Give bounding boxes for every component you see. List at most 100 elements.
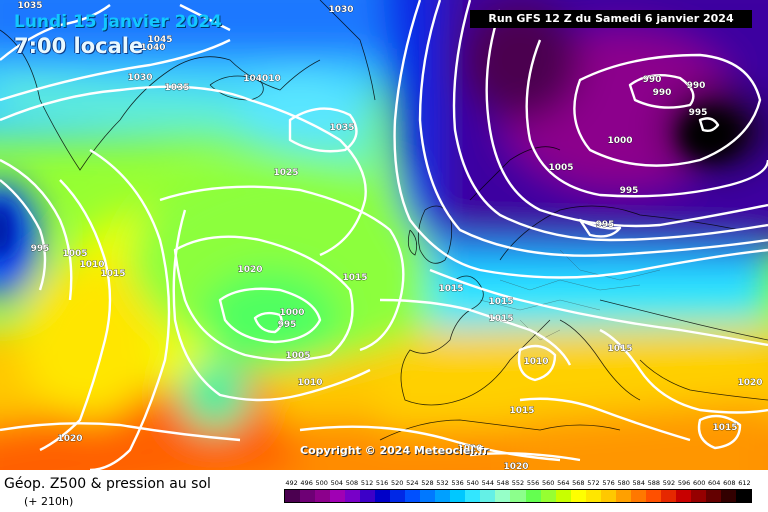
isobar-label: 1035 xyxy=(17,1,42,11)
scale-label: 524 xyxy=(406,479,419,487)
scale-swatch xyxy=(405,490,421,502)
scale-label: 552 xyxy=(511,479,525,487)
footer-title: Géop. Z500 & pression au sol xyxy=(4,476,211,492)
scale-label: 520 xyxy=(391,479,404,487)
scale-label: 500 xyxy=(315,479,328,487)
isobar-label: 995 xyxy=(31,244,50,254)
scale-swatch xyxy=(525,490,541,502)
scale-label: 528 xyxy=(421,479,434,487)
color-scale-bar xyxy=(284,489,752,503)
scale-label: 508 xyxy=(345,479,359,487)
scale-label: 568 xyxy=(572,479,585,487)
scale-label: 532 xyxy=(436,479,449,487)
geopotential-map-svg: 1030104510401030103510401010351025100510… xyxy=(0,0,768,470)
scale-label: 604 xyxy=(708,479,721,487)
scale-label: 512 xyxy=(360,479,374,487)
map-footer: Géop. Z500 & pression au sol (+ 210h) 49… xyxy=(0,470,768,512)
scale-swatch xyxy=(360,490,376,502)
isobar-label: 1020 xyxy=(237,265,262,275)
isobar-label: 1015 xyxy=(607,344,632,354)
isobar-label: 1015 xyxy=(488,314,513,324)
isobar-label: 990 xyxy=(653,88,672,98)
isobar-label: 990 xyxy=(643,75,662,85)
scale-swatch xyxy=(660,490,676,502)
copyright-text: Copyright © 2024 Meteociel.fr xyxy=(300,444,489,457)
isobar-label: 1005 xyxy=(285,351,310,361)
isobar-label: 1030 xyxy=(328,5,353,15)
scale-label: 600 xyxy=(692,479,706,487)
scale-swatch xyxy=(330,490,346,502)
isobar-label: 1030 xyxy=(127,73,152,83)
isobar-label: 1015 xyxy=(342,273,367,283)
scale-label: 492 xyxy=(285,479,298,487)
scale-swatch xyxy=(375,490,391,502)
scale-label: 560 xyxy=(541,479,555,487)
footer-subtitle: (+ 210h) xyxy=(24,495,74,508)
isobar-label: 995 xyxy=(596,220,615,230)
scale-swatch xyxy=(315,490,331,502)
isobar-label: 1015 xyxy=(509,406,534,416)
scale-swatch xyxy=(705,490,721,502)
isobar-label: 1005 xyxy=(62,249,87,259)
forecast-time: 7:00 locale xyxy=(14,34,144,58)
isobar-label: 1020 xyxy=(737,378,762,388)
scale-swatch xyxy=(675,490,691,502)
isobar-label: 1015 xyxy=(438,284,463,294)
scale-swatch xyxy=(390,490,406,502)
isobar-label: 104010 xyxy=(243,74,281,84)
scale-label: 548 xyxy=(496,479,510,487)
scale-swatch xyxy=(690,490,706,502)
scale-swatch xyxy=(480,490,496,502)
scale-swatch xyxy=(510,490,526,502)
scale-label: 536 xyxy=(451,479,464,487)
scale-swatch xyxy=(600,490,616,502)
coastlines xyxy=(0,0,768,441)
isobar-label: 995 xyxy=(689,108,708,118)
scale-label: 580 xyxy=(617,479,630,487)
isobar-label: 1020 xyxy=(503,462,528,470)
scale-label: 504 xyxy=(330,479,344,487)
isobar-label: 1045 xyxy=(147,35,172,45)
isobar-label: 1035 xyxy=(164,83,189,93)
run-info-banner: Run GFS 12 Z du Samedi 6 janvier 2024 xyxy=(470,10,752,28)
isobar-label: 1010 xyxy=(297,378,322,388)
scale-swatch xyxy=(585,490,601,502)
scale-swatch xyxy=(435,490,451,502)
scale-swatch xyxy=(285,490,301,502)
isobar-label: 1035 xyxy=(329,123,354,133)
scale-label: 608 xyxy=(723,479,736,487)
scale-label: 516 xyxy=(375,479,389,487)
geopotential-field xyxy=(0,0,768,470)
scale-label: 576 xyxy=(602,479,615,487)
scale-swatch xyxy=(735,490,751,502)
isobar-label: 1000 xyxy=(279,308,304,318)
weather-map: 1030 1045 1040 1030 1035 104010 1035 1025 1005 10… xyxy=(0,0,768,470)
scale-label: 596 xyxy=(677,479,691,487)
isobar-label: 1000 xyxy=(607,136,632,146)
scale-swatch xyxy=(495,490,511,502)
scale-label: 612 xyxy=(738,479,751,487)
isobar-label: 1025 xyxy=(273,168,298,178)
color-scale-labels: 492 496 500 504 508 512 516 520 524 528 532 536 540 5… xyxy=(284,479,752,489)
scale-label: 584 xyxy=(632,479,645,487)
scale-swatch xyxy=(645,490,661,502)
isobar-label: 1015 xyxy=(488,297,513,307)
scale-label: 540 xyxy=(466,479,479,487)
isobar-label: 1015 xyxy=(712,423,737,433)
isobar-label: 1010 xyxy=(523,357,548,367)
forecast-date: Lundi 15 janvier 2024 xyxy=(14,12,222,32)
scale-swatch xyxy=(300,490,316,502)
scale-swatch xyxy=(540,490,556,502)
scale-swatch xyxy=(555,490,571,502)
scale-swatch xyxy=(630,490,646,502)
scale-swatch xyxy=(465,490,481,502)
scale-label: 572 xyxy=(587,479,600,487)
scale-swatch xyxy=(720,490,736,502)
scale-swatch xyxy=(420,490,436,502)
scale-swatch xyxy=(570,490,586,502)
scale-label: 556 xyxy=(526,479,540,487)
scale-swatch xyxy=(450,490,466,502)
scale-label: 496 xyxy=(300,479,313,487)
isobar-label: 1020 xyxy=(457,444,482,454)
isobar-label: 995 xyxy=(620,186,639,196)
